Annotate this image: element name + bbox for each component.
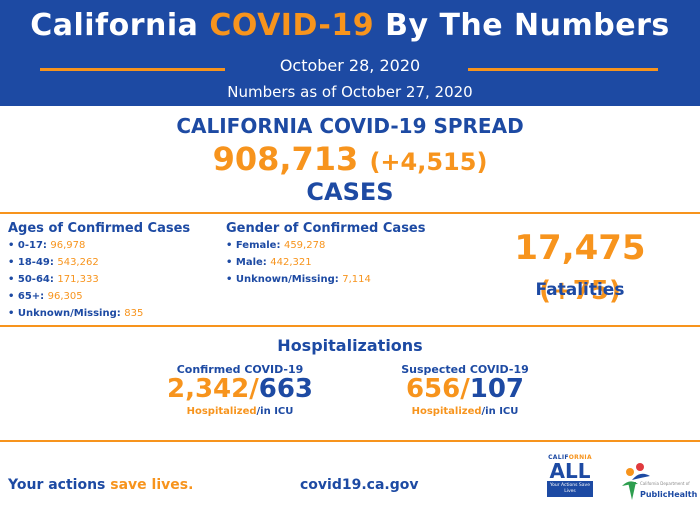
fatalities-count: 17,475 (+75) <box>470 228 690 308</box>
suspected-sep: / <box>460 374 470 404</box>
ages-title: Ages of Confirmed Cases <box>8 221 191 236</box>
list-item: • Unknown/Missing: 7,114 <box>226 271 371 288</box>
list-item: • 0-17: 96,978 <box>8 237 143 254</box>
title-prefix: California <box>30 8 199 43</box>
spread-title: CALIFORNIA COVID-19 SPREAD <box>176 114 524 138</box>
gender-label: • Male: <box>226 257 267 268</box>
footer-tagline: Your actions save lives. <box>8 477 193 493</box>
gender-value: 7,114 <box>342 274 371 285</box>
suspected-sub: Hospitalized/in ICU <box>375 406 555 417</box>
confirmed-hospitalized: 2,342 <box>166 374 250 404</box>
ca-logo-top-b: ORNIA <box>568 454 592 461</box>
gender-list: • Female: 459,278 • Male: 442,321 • Unkn… <box>226 237 371 288</box>
age-label: • 50-64: <box>8 274 54 285</box>
confirmed-sub-icu: /in ICU <box>256 406 294 417</box>
title-accent: COVID-19 <box>209 8 375 43</box>
fatalities-total: 17,475 <box>514 228 646 268</box>
suspected-hospitalized: 656 <box>405 374 461 404</box>
age-label: • Unknown/Missing: <box>8 308 121 319</box>
confirmed-icu: 663 <box>258 374 314 404</box>
ph-logo-text: PublicHealth <box>640 490 698 499</box>
tagline-prefix: Your actions <box>8 477 106 493</box>
public-health-logo-icon <box>622 463 650 500</box>
divider-bottom <box>0 440 700 442</box>
confirmed-label: Confirmed COVID-19 <box>176 363 304 376</box>
age-value: 171,333 <box>57 274 99 285</box>
cases-delta: (+4,515) <box>369 148 488 176</box>
ca-logo-box: Your Actions Save Lives <box>547 481 593 497</box>
header-banner: California COVID-19 By The Numbers Octob… <box>0 0 700 106</box>
list-item: • Female: 459,278 <box>226 237 371 254</box>
confirmed-sub-hosp: Hospitalized <box>186 406 257 417</box>
report-date: October 28, 2020 <box>279 56 421 75</box>
cases-label: CASES <box>306 178 394 206</box>
confirmed-sep: / <box>249 374 259 404</box>
title-suffix: By The Numbers <box>385 8 670 43</box>
cases-count: 908,713 (+4,515) <box>0 140 700 178</box>
ph-logo-small-text: California Department of <box>640 481 690 486</box>
gender-label: • Female: <box>226 240 281 251</box>
ca-logo-top-a: CALIF <box>548 454 569 461</box>
ages-list: • 0-17: 96,978 • 18-49: 543,262 • 50-64:… <box>8 237 143 322</box>
list-item: • 50-64: 171,333 <box>8 271 143 288</box>
age-label: • 0-17: <box>8 240 47 251</box>
suspected-sub-hosp: Hospitalized <box>411 406 482 417</box>
gender-title: Gender of Confirmed Cases <box>226 221 426 236</box>
divider-middle <box>0 325 700 327</box>
list-item: • Unknown/Missing: 835 <box>8 305 143 322</box>
gender-label: • Unknown/Missing: <box>226 274 339 285</box>
list-item: • Male: 442,321 <box>226 254 371 271</box>
website-link[interactable]: covid19.ca.gov <box>300 477 419 493</box>
list-item: • 18-49: 543,262 <box>8 254 143 271</box>
confirmed-sub: Hospitalized/in ICU <box>150 406 330 417</box>
tagline-accent: save lives. <box>110 477 194 493</box>
header-divider-right <box>468 68 658 71</box>
suspected-sub-icu: /in ICU <box>481 406 519 417</box>
fatalities-label: Fatalities <box>535 280 625 300</box>
list-item: • 65+: 96,305 <box>8 288 143 305</box>
divider-top <box>0 212 700 214</box>
age-label: • 18-49: <box>8 257 54 268</box>
age-value: 96,305 <box>47 291 83 302</box>
age-value: 543,262 <box>57 257 99 268</box>
suspected-numbers: 656/107 <box>375 374 555 404</box>
cases-total: 908,713 <box>212 140 359 178</box>
gender-value: 459,278 <box>283 240 326 251</box>
age-value: 835 <box>124 308 144 319</box>
suspected-label: Suspected COVID-19 <box>401 363 529 376</box>
gender-value: 442,321 <box>270 257 312 268</box>
age-value: 96,978 <box>50 240 86 251</box>
ca-logo-top: CALIFORNIA <box>547 454 593 461</box>
numbers-as-of: Numbers as of October 27, 2020 <box>227 83 473 101</box>
age-label: • 65+: <box>8 291 45 302</box>
confirmed-numbers: 2,342/663 <box>150 374 330 404</box>
page-title: California COVID-19 By The Numbers <box>0 8 700 43</box>
hospitalizations-title: Hospitalizations <box>277 336 423 355</box>
header-divider-left <box>40 68 225 71</box>
ca-logo-main: ALL <box>549 459 591 483</box>
suspected-icu: 107 <box>469 374 525 404</box>
california-all-logo: CALIFORNIA ALL Your Actions Save Lives <box>547 454 593 512</box>
fatalities-delta: (+75) <box>539 276 621 306</box>
